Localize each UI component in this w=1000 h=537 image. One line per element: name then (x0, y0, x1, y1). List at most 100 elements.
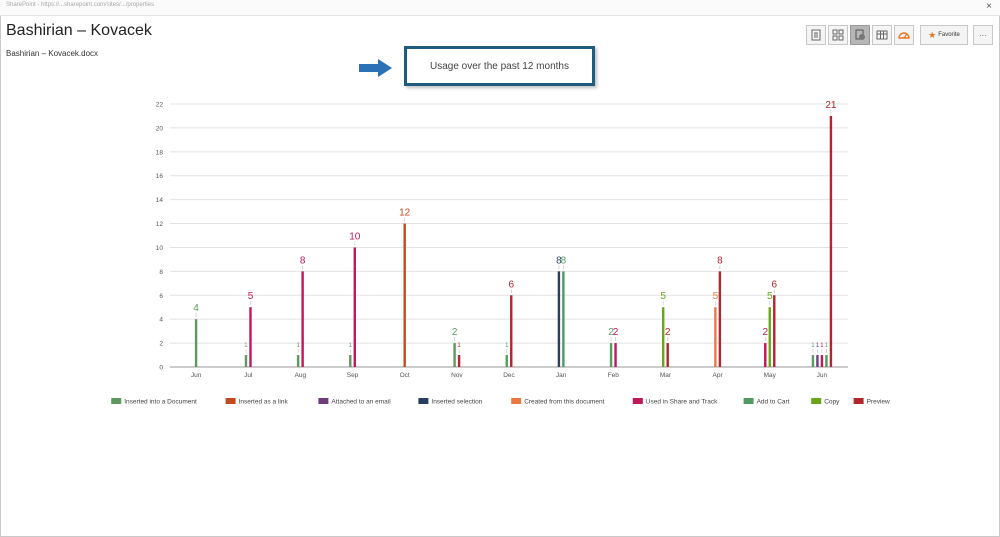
legend-label[interactable]: Preview (867, 399, 890, 406)
address-bar: SharePoint - https://...sharepoint.com/s… (0, 0, 1000, 16)
bar[interactable] (353, 247, 356, 367)
legend-label[interactable]: Created from this document (524, 399, 604, 406)
x-tick-label: Oct (400, 372, 410, 379)
y-tick-label: 20 (156, 125, 164, 132)
usage-callout: Usage over the past 12 months (404, 46, 595, 86)
bar[interactable] (609, 343, 613, 367)
x-tick-label: Mar (660, 372, 672, 379)
bar[interactable] (829, 115, 833, 367)
data-label: 1 (811, 343, 815, 349)
bar[interactable] (718, 271, 722, 367)
data-label: 1 (505, 343, 509, 349)
bar[interactable] (825, 355, 828, 367)
x-tick-label: Apr (713, 372, 724, 379)
data-label: 1 (457, 343, 461, 349)
more-button[interactable]: ··· (973, 25, 993, 45)
details-view-button[interactable] (806, 25, 826, 45)
analytics-view-button[interactable] (894, 25, 914, 45)
data-label: 2 (608, 327, 614, 338)
table-icon (876, 30, 888, 40)
bar[interactable] (557, 271, 561, 367)
legend-label[interactable]: Inserted as a link (239, 399, 289, 406)
bar[interactable] (457, 355, 461, 367)
grid-icon (832, 29, 844, 41)
bar[interactable] (296, 355, 300, 367)
x-tick-label: Feb (608, 372, 620, 379)
legend-swatch (743, 398, 754, 404)
usage-callout-text: Usage over the past 12 months (430, 60, 569, 72)
document-filename: Bashirian – Kovacek.docx (6, 49, 99, 58)
bar[interactable] (510, 295, 513, 367)
data-label: 6 (771, 279, 777, 290)
y-tick-label: 22 (156, 102, 164, 109)
favorite-button[interactable]: ★ Favorite (920, 25, 968, 45)
bar[interactable] (764, 343, 767, 367)
legend-label[interactable]: Inserted selection (431, 399, 482, 406)
legend-swatch (811, 398, 822, 404)
view-toolbar (806, 25, 916, 47)
data-label: 2 (762, 327, 768, 338)
callout-arrow-icon (359, 59, 392, 77)
gauge-icon (898, 32, 910, 39)
bar[interactable] (773, 295, 776, 367)
legend-swatch (853, 398, 864, 404)
legend-swatch (418, 398, 429, 404)
tiles-view-button[interactable] (828, 25, 848, 45)
data-label: 1 (825, 343, 829, 349)
x-tick-label: Jun (817, 372, 828, 379)
y-tick-label: 14 (156, 197, 164, 204)
data-label: 10 (349, 231, 361, 242)
bar[interactable] (714, 307, 717, 367)
data-label: 8 (561, 255, 567, 266)
bar[interactable] (662, 307, 665, 367)
star-icon: ★ (928, 29, 937, 40)
x-tick-label: May (764, 372, 777, 379)
x-tick-label: Dec (503, 372, 515, 379)
y-tick-label: 10 (156, 245, 164, 252)
bar[interactable] (768, 307, 771, 367)
data-label: 8 (300, 255, 306, 266)
bar[interactable] (244, 355, 248, 367)
bar[interactable] (816, 355, 819, 367)
y-tick-label: 2 (159, 341, 163, 348)
usage-icon (855, 29, 865, 40)
bar[interactable] (505, 355, 508, 367)
bar[interactable] (614, 343, 617, 367)
x-tick-label: Aug (295, 372, 307, 379)
bar[interactable] (562, 271, 565, 367)
legend-label[interactable]: Inserted into a Document (124, 399, 197, 406)
usage-view-button[interactable] (850, 25, 870, 45)
bar[interactable] (249, 307, 252, 367)
bar[interactable] (811, 355, 815, 367)
bar[interactable] (349, 355, 352, 367)
x-tick-label: Jun (191, 372, 202, 379)
table-view-button[interactable] (872, 25, 892, 45)
data-label: 1 (816, 343, 820, 349)
legend-label[interactable]: Add to Cart (757, 399, 790, 406)
legend-swatch (511, 398, 522, 404)
legend-label[interactable]: Copy (824, 399, 840, 406)
bar[interactable] (453, 343, 456, 367)
bar[interactable] (301, 271, 304, 367)
bar[interactable] (194, 319, 198, 367)
legend-swatch (111, 398, 122, 404)
legend-label[interactable]: Attached to an email (331, 399, 391, 406)
bar[interactable] (666, 343, 669, 367)
data-label: 1 (296, 343, 300, 349)
data-label: 2 (665, 327, 671, 338)
data-label: 2 (452, 327, 458, 338)
close-icon[interactable]: × (986, 1, 992, 12)
data-label: 5 (767, 291, 773, 302)
data-label: 1 (349, 343, 353, 349)
bar[interactable] (403, 223, 406, 367)
page-title: Bashirian – Kovacek (6, 22, 152, 39)
y-tick-label: 18 (156, 149, 164, 156)
bar[interactable] (820, 355, 824, 367)
data-label: 21 (825, 100, 837, 111)
data-label: 4 (193, 303, 199, 314)
legend-label[interactable]: Used in Share and Track (646, 399, 718, 406)
x-tick-label: Sep (347, 372, 359, 379)
data-label: 8 (556, 255, 562, 266)
data-label: 5 (660, 291, 666, 302)
